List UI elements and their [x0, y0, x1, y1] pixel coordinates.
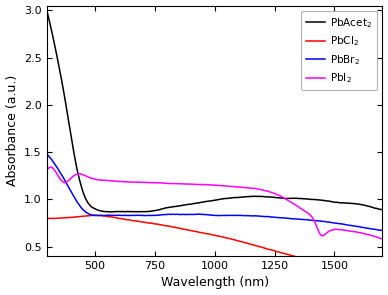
PbCl$_2$: [199, 231, 204, 234]
Line: PbI$_2$: PbI$_2$: [47, 167, 383, 239]
PbCl$_2$: [371, 274, 375, 277]
PbBr$_2$: [370, 227, 375, 231]
PbCl$_2$: [94, 214, 98, 217]
PbCl$_2$: [44, 217, 49, 220]
Line: PbAcet$_2$: PbAcet$_2$: [47, 11, 383, 212]
PbBr$_2$: [199, 213, 203, 216]
Line: PbCl$_2$: PbCl$_2$: [47, 215, 383, 277]
PbI$_2$: [371, 234, 375, 238]
PbI$_2$: [309, 214, 314, 218]
PbBr$_2$: [62, 177, 66, 181]
PbCl$_2$: [62, 216, 66, 219]
PbAcet$_2$: [109, 210, 113, 214]
PbI$_2$: [208, 183, 213, 187]
PbI$_2$: [44, 168, 49, 172]
PbAcet$_2$: [380, 208, 385, 212]
Y-axis label: Absorbance (a.u.): Absorbance (a.u.): [5, 75, 19, 186]
PbAcet$_2$: [199, 201, 204, 204]
X-axis label: Wavelength (nm): Wavelength (nm): [161, 276, 268, 289]
PbCl$_2$: [208, 232, 213, 236]
PbAcet$_2$: [371, 206, 375, 209]
PbI$_2$: [371, 234, 375, 238]
PbBr$_2$: [380, 229, 385, 232]
PbI$_2$: [199, 183, 204, 186]
PbCl$_2$: [371, 274, 375, 277]
PbAcet$_2$: [371, 206, 375, 209]
PbCl$_2$: [380, 275, 385, 278]
PbAcet$_2$: [44, 9, 49, 13]
PbCl$_2$: [309, 259, 314, 263]
Legend: PbAcet$_2$, PbCl$_2$, PbBr$_2$, PbI$_2$: PbAcet$_2$, PbCl$_2$, PbBr$_2$, PbI$_2$: [301, 11, 377, 91]
PbBr$_2$: [371, 227, 375, 231]
PbBr$_2$: [44, 152, 49, 156]
PbI$_2$: [48, 165, 53, 169]
PbCl$_2$: [379, 275, 383, 278]
PbI$_2$: [62, 181, 66, 184]
PbI$_2$: [380, 237, 385, 241]
PbBr$_2$: [380, 229, 385, 232]
PbAcet$_2$: [309, 198, 314, 201]
PbBr$_2$: [309, 219, 314, 222]
Line: PbBr$_2$: PbBr$_2$: [47, 154, 383, 230]
PbAcet$_2$: [62, 91, 66, 94]
PbAcet$_2$: [208, 199, 213, 203]
PbBr$_2$: [208, 213, 212, 217]
